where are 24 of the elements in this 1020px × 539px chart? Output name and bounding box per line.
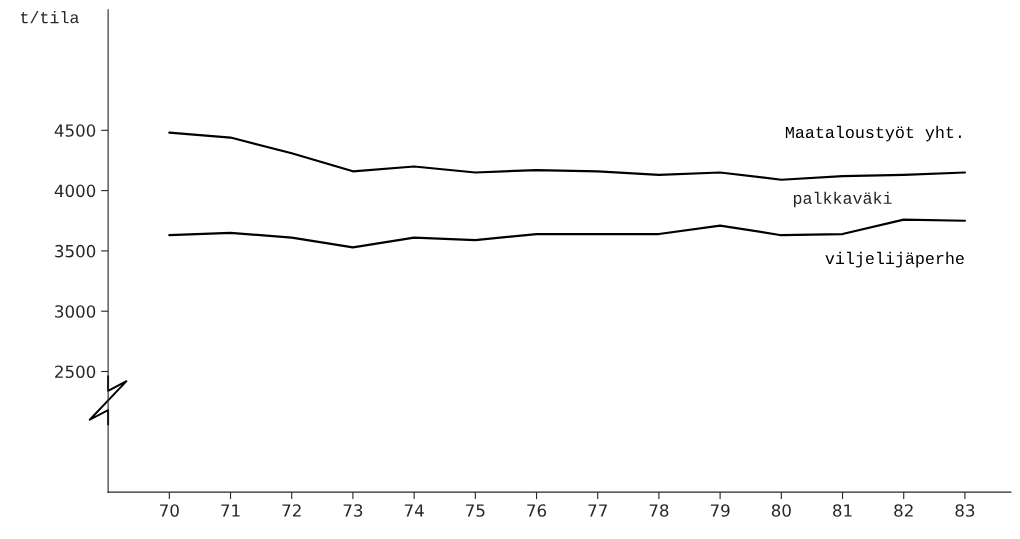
y-axis-title: t/tila (20, 11, 79, 24)
x-tick-label: 83 (955, 504, 975, 517)
x-tick-label: 81 (833, 504, 852, 517)
x-tick-label: 72 (282, 504, 301, 517)
y-tick-label: 3000 (55, 305, 96, 318)
x-tick-label: 76 (527, 504, 547, 517)
x-tick-label: 82 (894, 504, 913, 517)
x-tick-label: 74 (404, 504, 424, 517)
x-tick-label: 75 (466, 504, 485, 517)
x-tick-label: 77 (588, 504, 607, 517)
y-tick-label: 2500 (55, 365, 96, 379)
x-tick-label: 78 (649, 504, 669, 517)
x-tick-label: 73 (343, 504, 363, 517)
series-label: viljelijäperhe (825, 251, 964, 268)
line-series (168, 218, 967, 249)
annotation: palkkaväki (793, 191, 892, 208)
y-tick-label: 4000 (54, 184, 96, 198)
x-tick-label: 79 (710, 504, 730, 517)
x-tick-label: 80 (771, 504, 791, 517)
y-tick-label: 4500 (54, 124, 96, 137)
x-tick-label: 71 (221, 504, 240, 517)
x-tick-label: 70 (160, 504, 179, 517)
y-tick-label: 3500 (55, 244, 96, 258)
series-label: Maataloustyöt yht. (785, 125, 961, 142)
